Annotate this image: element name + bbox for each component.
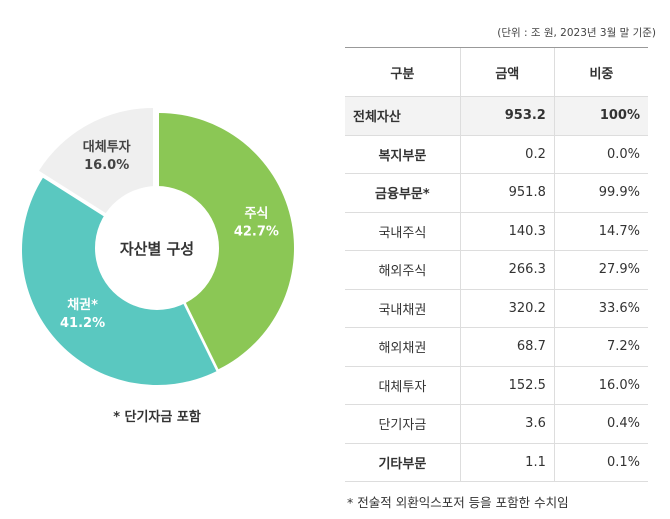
row-amount: 266.3 <box>459 250 555 290</box>
table-row: 해외채권 68.7 7.2% <box>345 327 648 367</box>
row-ratio: 27.9% <box>553 250 648 290</box>
row-ratio: 16.0% <box>553 366 648 405</box>
row-amount: 152.5 <box>459 366 555 405</box>
row-label: 해외주식 <box>345 250 461 290</box>
slice-display: 42.7% <box>234 224 279 239</box>
row-amount: 320.2 <box>459 289 555 328</box>
row-amount: 68.7 <box>459 327 555 367</box>
unit-label: (단위 : 조 원, 2023년 3월 말 기준) <box>497 27 656 39</box>
row-ratio: 7.2% <box>553 327 648 367</box>
donut-chart: 주식 42.7% 채권* 41.2% 대체투자 16.0% 자산별 구성 <box>22 108 294 385</box>
row-label: 복지부문 <box>345 135 461 174</box>
row-ratio: 0.0% <box>553 135 648 174</box>
row-label: 국내채권 <box>345 289 461 328</box>
header-ratio: 비중 <box>553 47 648 97</box>
row-label: 기타부문 <box>345 443 461 482</box>
table-row: 금융부문* 951.8 99.9% <box>345 173 648 213</box>
row-ratio: 33.6% <box>553 289 648 328</box>
row-label: 전체자산 <box>345 96 461 136</box>
table-row: 단기자금 3.6 0.4% <box>345 404 648 444</box>
slice-1 <box>22 177 217 385</box>
donut-hole <box>95 186 219 310</box>
slice-display: 41.2% <box>60 316 105 331</box>
row-amount: 1.1 <box>459 443 555 482</box>
table-row: 국내채권 320.2 33.6% <box>345 289 648 328</box>
table-row: 대체투자 152.5 16.0% <box>345 366 648 405</box>
row-label: 해외채권 <box>345 327 461 367</box>
row-ratio: 99.9% <box>553 173 648 213</box>
row-ratio: 0.1% <box>553 443 648 482</box>
table-row: 전체자산 953.2 100% <box>345 96 648 136</box>
row-amount: 953.2 <box>459 96 555 136</box>
row-ratio: 100% <box>553 96 648 136</box>
table-row: 해외주식 266.3 27.9% <box>345 250 648 290</box>
slice-label: 대체투자 <box>83 140 131 155</box>
slice-0 <box>159 113 294 370</box>
row-label: 단기자금 <box>345 404 461 444</box>
row-amount: 3.6 <box>459 404 555 444</box>
slice-display: 16.0% <box>84 158 129 173</box>
table-row: 기타부문 1.1 0.1% <box>345 443 648 482</box>
header-category: 구분 <box>345 47 461 97</box>
row-ratio: 0.4% <box>553 404 648 444</box>
row-label: 금융부문* <box>345 173 461 213</box>
slice-label: 주식 <box>244 205 268 221</box>
row-label: 국내주식 <box>345 212 461 251</box>
table-row: 복지부문 0.2 0.0% <box>345 135 648 174</box>
header-amount: 금액 <box>459 47 555 97</box>
table-footnote: * 전술적 외환익스포저 등을 포함한 수치임 <box>347 495 569 510</box>
row-amount: 951.8 <box>459 173 555 213</box>
chart-title: 자산별 구성 <box>120 240 194 258</box>
row-amount: 140.3 <box>459 212 555 251</box>
row-label: 대체투자 <box>345 366 461 405</box>
row-ratio: 14.7% <box>553 212 648 251</box>
asset-table: 구분 금액 비중 전체자산 953.2 100% 복지부문 0.2 0.0% 금융부문* 95… <box>345 47 648 482</box>
chart-note: * 단기자금 포함 <box>113 410 201 425</box>
table-row: 국내주식 140.3 14.7% <box>345 212 648 251</box>
slice-2 <box>38 108 153 215</box>
slice-label: 채권* <box>67 298 98 313</box>
row-amount: 0.2 <box>459 135 555 174</box>
